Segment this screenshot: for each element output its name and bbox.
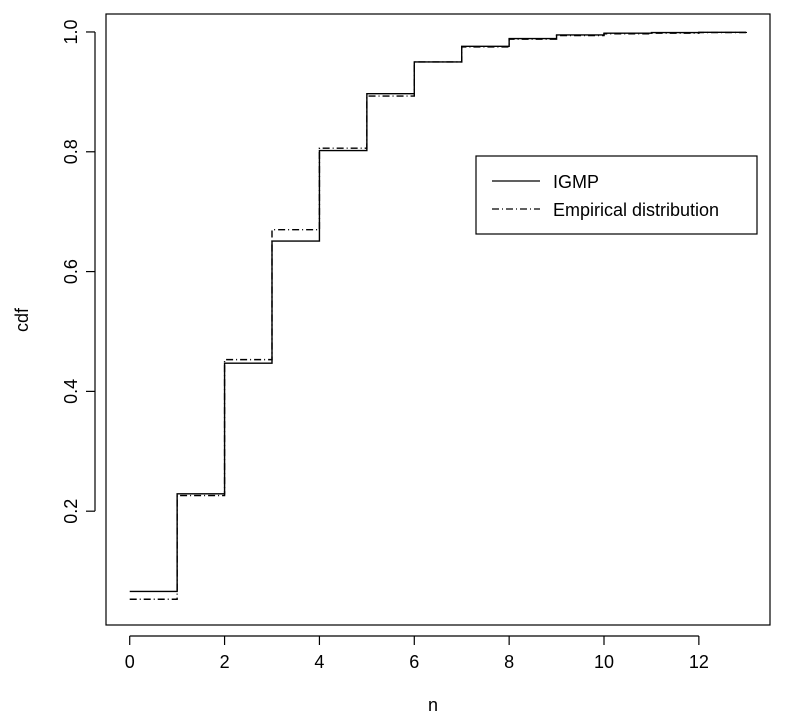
y-tick-label: 0.4 [61, 379, 81, 404]
series-line-empirical [129, 31, 747, 600]
x-tick-label: 8 [504, 652, 514, 672]
y-axis: 0.2 0.4 0.6 0.8 1.0 [61, 19, 96, 524]
y-tick-label: 0.8 [61, 139, 81, 164]
x-tick-label: 4 [314, 652, 324, 672]
legend: IGMP Empirical distribution [475, 155, 758, 235]
legend-label-igmp: IGMP [553, 172, 599, 192]
x-axis-label: n [428, 695, 438, 715]
x-tick-label: 2 [220, 652, 230, 672]
x-axis: 0 2 4 6 8 10 12 [125, 635, 709, 672]
x-tick-label: 10 [594, 652, 614, 672]
y-tick-label: 1.0 [61, 19, 81, 44]
y-tick-label: 0.6 [61, 259, 81, 284]
legend-label-empirical: Empirical distribution [553, 200, 719, 220]
y-axis-label: cdf [12, 307, 32, 332]
plot-frame [105, 13, 771, 626]
series-layer [129, 31, 747, 600]
legend-box [475, 155, 758, 235]
y-tick-label: 0.2 [61, 499, 81, 524]
x-tick-label: 0 [125, 652, 135, 672]
series-line-igmp [129, 31, 747, 593]
x-tick-label: 12 [689, 652, 709, 672]
x-tick-label: 6 [409, 652, 419, 672]
